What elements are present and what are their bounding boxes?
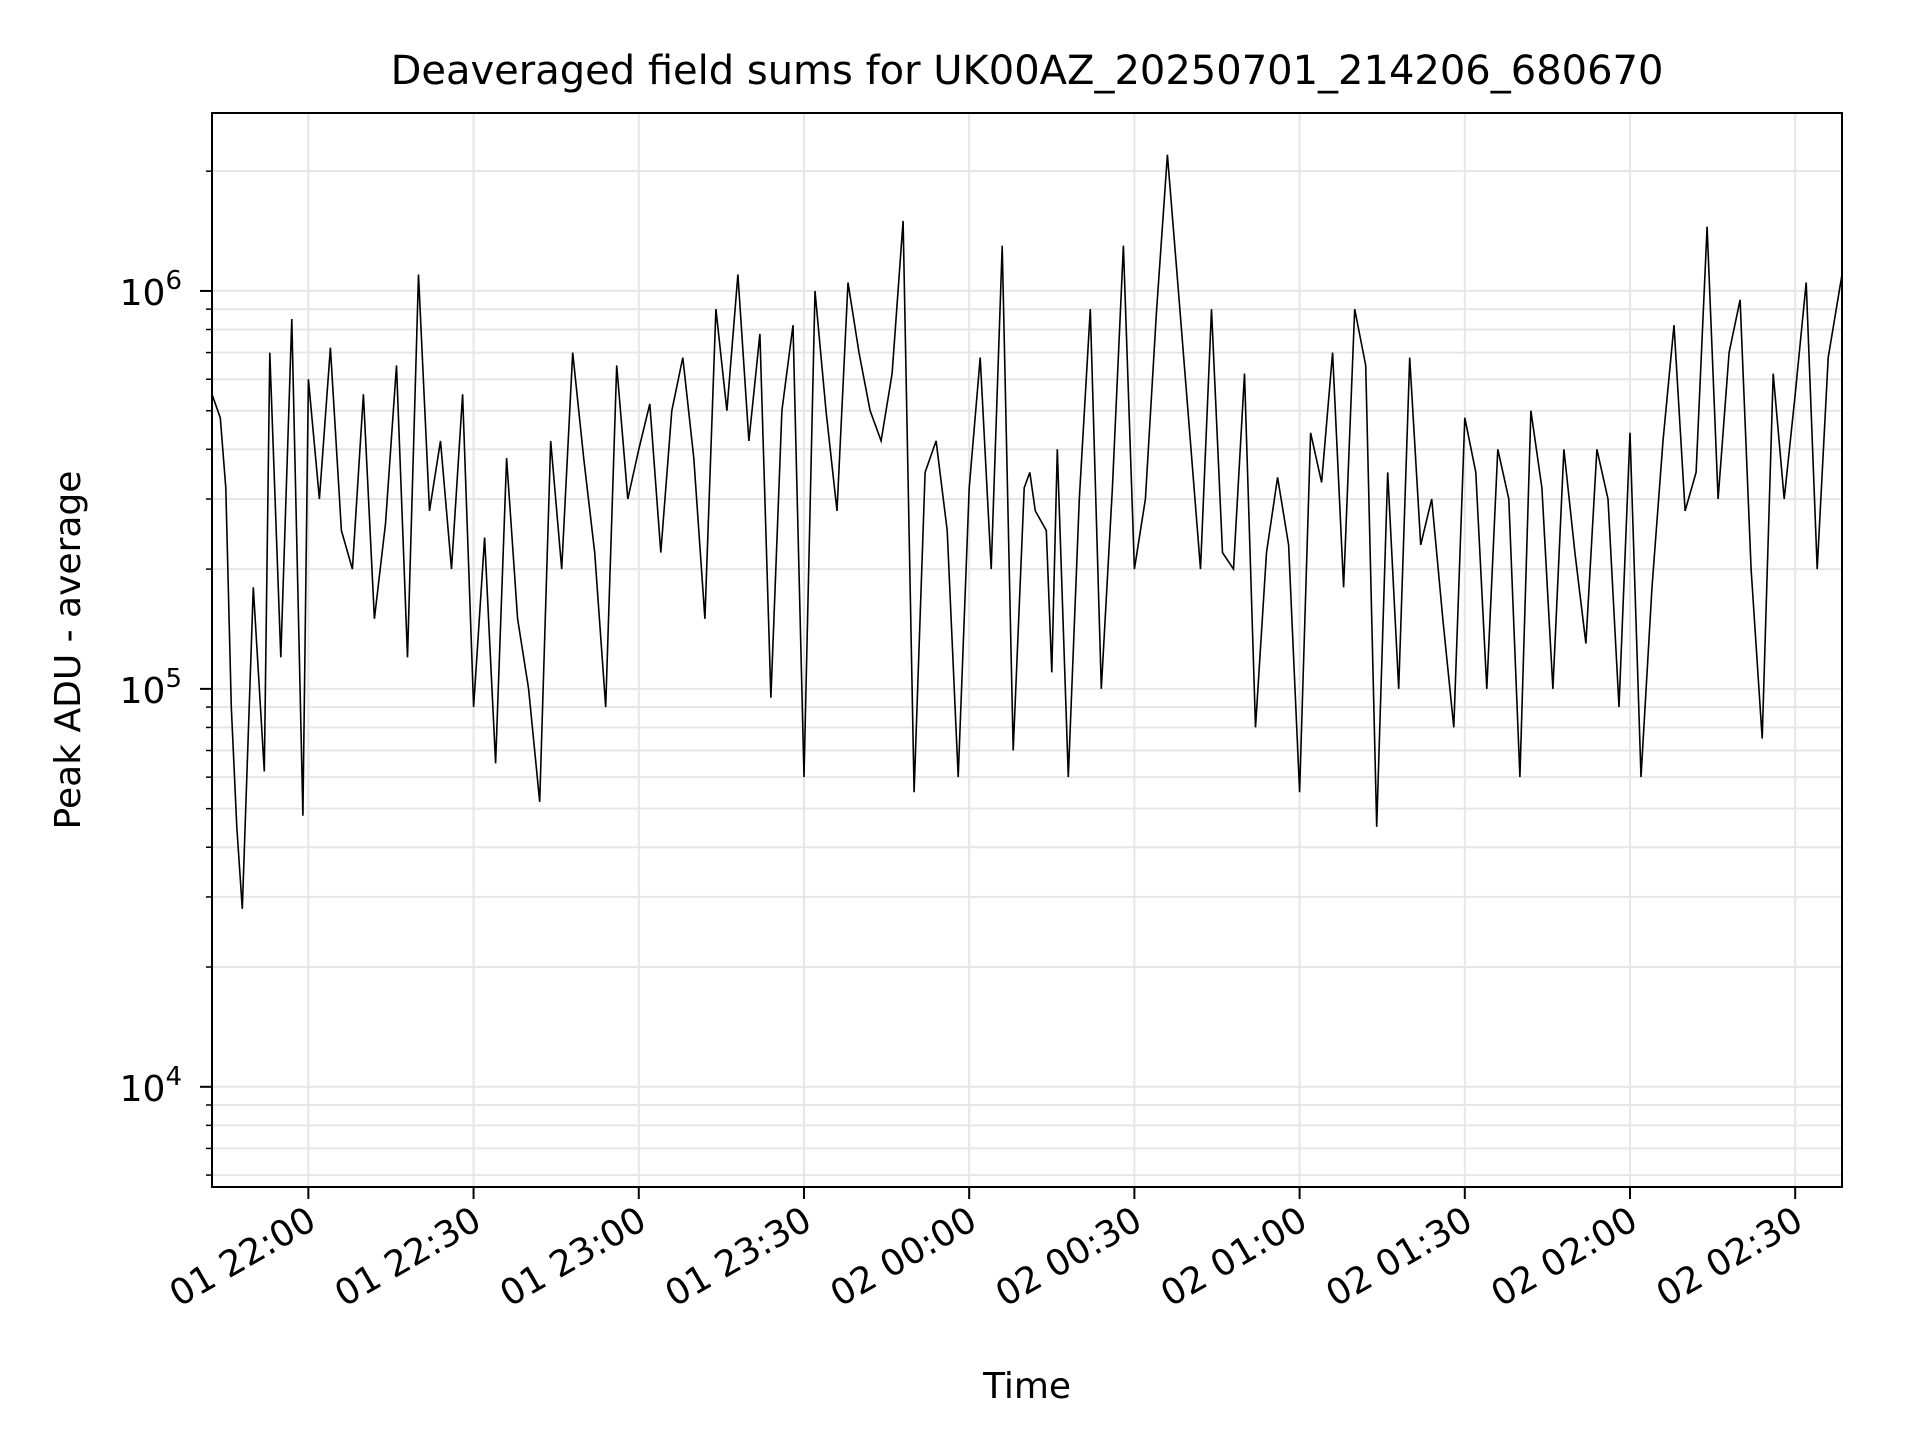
y-tick-label: 104 — [120, 1062, 182, 1110]
series-line — [212, 154, 1842, 909]
y-tick-label: 105 — [120, 664, 182, 712]
chart-title: Deaveraged field sums for UK00AZ_2025070… — [391, 48, 1664, 94]
grid — [212, 113, 1842, 1187]
x-axis-label: Time — [982, 1366, 1071, 1407]
plot-frame — [211, 112, 1843, 1188]
y-tick-label: 106 — [120, 266, 182, 314]
y-axis-label: Peak ADU - average — [48, 471, 89, 830]
series-layer — [212, 154, 1842, 909]
